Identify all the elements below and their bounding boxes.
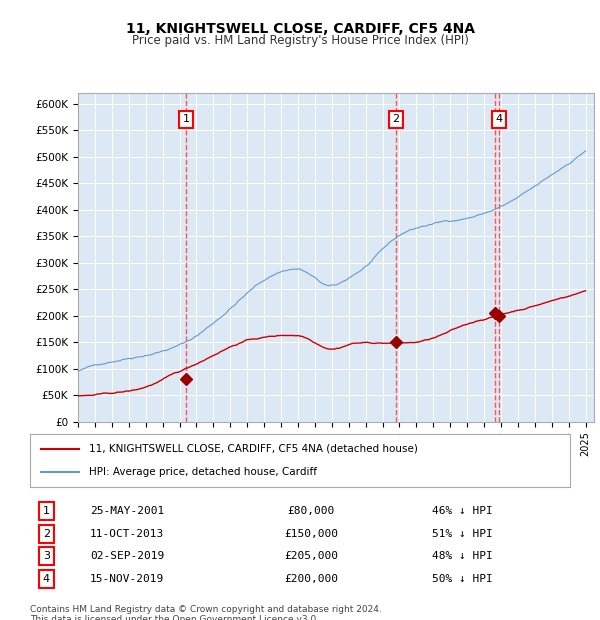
- Text: Contains HM Land Registry data © Crown copyright and database right 2024.
This d: Contains HM Land Registry data © Crown c…: [30, 604, 382, 620]
- Text: 4: 4: [43, 574, 50, 584]
- Text: 3: 3: [43, 551, 50, 561]
- Text: 2: 2: [43, 529, 50, 539]
- Text: 1: 1: [43, 507, 50, 516]
- Text: £80,000: £80,000: [287, 507, 334, 516]
- Text: £150,000: £150,000: [284, 529, 338, 539]
- Text: 11, KNIGHTSWELL CLOSE, CARDIFF, CF5 4NA (detached house): 11, KNIGHTSWELL CLOSE, CARDIFF, CF5 4NA …: [89, 444, 418, 454]
- Text: HPI: Average price, detached house, Cardiff: HPI: Average price, detached house, Card…: [89, 467, 317, 477]
- Text: 02-SEP-2019: 02-SEP-2019: [90, 551, 164, 561]
- Text: 15-NOV-2019: 15-NOV-2019: [90, 574, 164, 584]
- Text: Price paid vs. HM Land Registry's House Price Index (HPI): Price paid vs. HM Land Registry's House …: [131, 34, 469, 47]
- Text: £205,000: £205,000: [284, 551, 338, 561]
- Text: 11-OCT-2013: 11-OCT-2013: [90, 529, 164, 539]
- Text: £200,000: £200,000: [284, 574, 338, 584]
- Text: 48% ↓ HPI: 48% ↓ HPI: [431, 551, 493, 561]
- Text: 11, KNIGHTSWELL CLOSE, CARDIFF, CF5 4NA: 11, KNIGHTSWELL CLOSE, CARDIFF, CF5 4NA: [125, 22, 475, 36]
- Text: 4: 4: [496, 115, 502, 125]
- Text: 1: 1: [183, 115, 190, 125]
- Text: 46% ↓ HPI: 46% ↓ HPI: [431, 507, 493, 516]
- Text: 51% ↓ HPI: 51% ↓ HPI: [431, 529, 493, 539]
- Text: 25-MAY-2001: 25-MAY-2001: [90, 507, 164, 516]
- Text: 50% ↓ HPI: 50% ↓ HPI: [431, 574, 493, 584]
- Text: 2: 2: [392, 115, 399, 125]
